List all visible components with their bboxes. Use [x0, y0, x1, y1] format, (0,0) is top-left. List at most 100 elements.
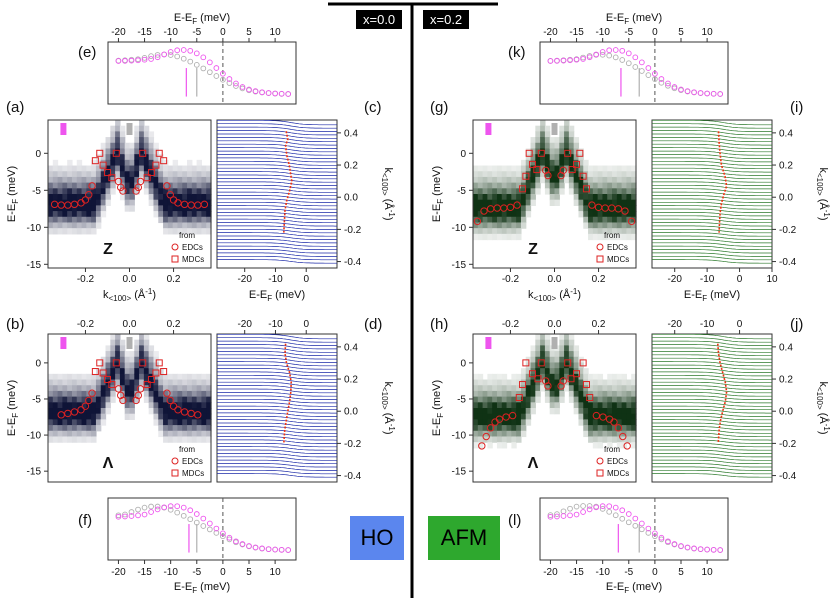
map-cell-g: [612, 233, 618, 241]
map-cell-h: [535, 373, 541, 381]
map-cell-g: [487, 176, 493, 184]
map-cell-g: [554, 142, 560, 150]
map-cell-g: [525, 176, 532, 184]
map-cell-h: [564, 385, 570, 392]
edc-point-e: [259, 89, 265, 96]
map-cell-g: [516, 222, 522, 229]
map-cell-b: [158, 390, 164, 398]
map-cell-h: [544, 334, 551, 341]
map-cell-g: [626, 194, 632, 201]
map-cell-b: [148, 368, 155, 375]
map-cell-g: [597, 171, 604, 178]
map-cell-g: [544, 188, 551, 195]
map-cell-g: [525, 194, 532, 201]
map-cell-b: [172, 436, 179, 443]
edc-point-e: [272, 90, 278, 97]
map-cell-b: [67, 413, 73, 420]
map-cell-b: [196, 373, 203, 381]
map-cell-h: [568, 339, 575, 346]
edc-point-k: [586, 54, 593, 61]
map-ytick-label-a: 0: [35, 149, 41, 160]
map-cell-g: [564, 131, 570, 138]
map-cell-g: [621, 233, 628, 241]
map-cell-g: [612, 188, 618, 195]
map-cell-b: [48, 413, 54, 420]
legend-edc-label-h: EDCs: [607, 457, 628, 466]
map-cell-b: [76, 379, 83, 386]
map-cell-h: [597, 379, 604, 386]
edc-tick-label-e: -10: [163, 27, 178, 38]
map-cell-g: [477, 211, 484, 218]
map-cell-h: [631, 436, 637, 443]
map-cell-h: [602, 413, 608, 420]
map-cell-g: [520, 222, 527, 229]
map-cell-b: [206, 396, 212, 403]
map-cell-a: [206, 165, 212, 172]
map-cell-a: [91, 228, 97, 235]
map-cell-a: [182, 182, 188, 189]
map-cell-b: [191, 425, 198, 432]
edc-tick-label-f: 0: [220, 567, 226, 578]
map-cell-a: [201, 182, 207, 189]
map-cell-b: [119, 351, 126, 358]
edc-tick-label-l: 10: [702, 567, 714, 578]
waterfall-peak-trace-i: [717, 131, 728, 233]
map-cell-b: [139, 368, 145, 375]
map-cell-h: [602, 396, 608, 403]
map-cell-h: [607, 430, 613, 438]
map-cell-h: [588, 425, 594, 432]
map-pink-mark-h: [485, 337, 492, 349]
map-cell-b: [191, 373, 198, 381]
map-cell-b: [52, 379, 59, 386]
map-cell-g: [482, 188, 488, 195]
map-cell-a: [76, 211, 83, 218]
waterfall-curve-j: [652, 442, 772, 448]
map-cell-a: [167, 228, 174, 235]
map-cell-g: [626, 199, 632, 206]
map-cell-h: [511, 402, 517, 409]
map-cell-g: [568, 171, 575, 178]
map-cell-a: [139, 159, 145, 167]
map-cell-g: [501, 216, 508, 224]
map-cell-a: [110, 182, 116, 189]
edc-point-e: [233, 83, 239, 89]
map-cell-b: [201, 402, 207, 409]
edc-point-l: [665, 538, 671, 545]
map-cell-a: [148, 137, 155, 144]
map-cell-h: [535, 368, 541, 375]
map-cell-b: [129, 385, 135, 392]
map-cell-b: [177, 430, 183, 438]
waterfall-ytick-label-i: 0.0: [779, 193, 793, 204]
map-cell-b: [129, 362, 135, 369]
edc-panel-e: -20 -15 -10 -5 0 5 10: [107, 27, 297, 105]
waterfall-curve-d: [217, 333, 337, 340]
map-cell-a: [48, 222, 54, 229]
map-cell-g: [520, 176, 527, 184]
map-cell-b: [196, 425, 203, 432]
map-cell-h: [592, 396, 599, 403]
map-cell-b: [158, 402, 164, 409]
map-cell-h: [631, 419, 637, 426]
edc-point-e: [180, 47, 187, 53]
map-cell-a: [158, 205, 164, 212]
map-cell-b: [76, 396, 83, 403]
waterfall-curve-i: [652, 154, 772, 159]
edc-point-e: [161, 51, 167, 58]
map-cell-b: [163, 408, 169, 415]
edc-tick-label-k: -5: [624, 27, 633, 38]
legend-edc-label-a: EDCs: [182, 243, 203, 252]
map-cell-a: [206, 199, 212, 206]
map-cell-b: [119, 362, 126, 369]
waterfall-curve-d: [217, 402, 337, 407]
waterfall-xtick-label-c: -10: [268, 274, 283, 285]
map-cell-b: [129, 408, 135, 415]
edc-marker-point-h: [559, 377, 568, 385]
map-cell-g: [602, 211, 608, 218]
map-cell-g: [535, 159, 541, 167]
edc-marker-point-b: [166, 396, 174, 405]
map-cell-g: [616, 188, 623, 195]
edc-marker-point-a: [88, 182, 96, 190]
map-cell-h: [473, 402, 479, 409]
map-cell-g: [511, 211, 517, 218]
